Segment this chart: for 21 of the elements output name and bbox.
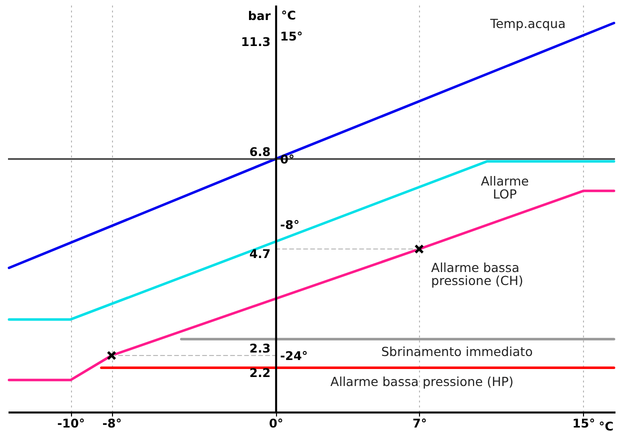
annotation: bar <box>248 9 271 23</box>
x-tick-label: -10° <box>57 416 85 430</box>
annotation: 11.3 <box>241 35 271 49</box>
x-tick-label: 15° <box>572 416 596 430</box>
y-tick-label: -24° <box>280 348 308 363</box>
series-label: Sbrinamento immediato <box>381 344 533 360</box>
x-tick-label: 7° <box>412 416 427 430</box>
y-tick-label: -8° <box>280 218 300 232</box>
series-label: Allarme LOP <box>480 173 530 202</box>
x-tick-label: 0° <box>268 416 284 430</box>
annotation: 2.3 <box>249 341 271 356</box>
annotation: 6.8 <box>249 144 271 159</box>
series-label: Allarme bassa pressione (CH) <box>431 260 524 288</box>
series-label: Temp.acqua <box>489 16 566 32</box>
y-axis-title: °C <box>281 8 296 22</box>
y-tick-label: 15° <box>280 30 303 44</box>
x-tick-label: -8° <box>102 416 122 430</box>
annotation: 4.7 <box>249 247 271 262</box>
annotation: 2.2 <box>249 366 271 380</box>
x-axis-title: °C <box>598 420 614 432</box>
series-label: Allarme bassa pressione (HP) <box>330 374 514 389</box>
